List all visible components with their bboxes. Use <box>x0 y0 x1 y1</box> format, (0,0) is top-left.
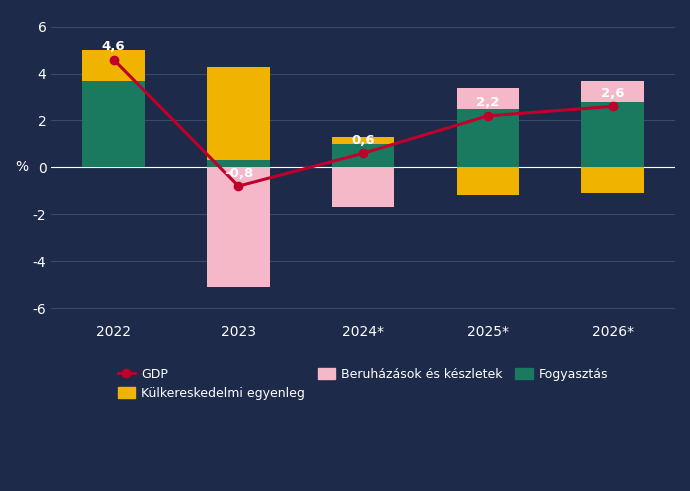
Bar <box>582 102 644 167</box>
Legend: GDP, Külkereskedelmi egyenleg, Beruházások és készletek, Fogyasztás: GDP, Külkereskedelmi egyenleg, Beruházás… <box>112 363 613 405</box>
Bar <box>582 81 644 102</box>
Text: 0,6: 0,6 <box>351 134 375 147</box>
Bar <box>457 109 519 167</box>
Bar <box>457 167 519 195</box>
Text: 4,6: 4,6 <box>102 40 126 53</box>
Y-axis label: %: % <box>15 161 28 174</box>
Text: -0,8: -0,8 <box>224 166 253 180</box>
Bar <box>332 167 394 207</box>
Bar <box>207 67 270 161</box>
Bar <box>457 88 519 109</box>
Bar <box>582 167 644 193</box>
Bar <box>332 137 394 144</box>
Bar <box>83 81 145 167</box>
Text: 2,2: 2,2 <box>476 96 500 109</box>
Bar <box>83 50 145 81</box>
Bar <box>207 167 270 287</box>
Text: 2,6: 2,6 <box>601 87 624 100</box>
Bar <box>332 144 394 167</box>
Bar <box>207 161 270 167</box>
